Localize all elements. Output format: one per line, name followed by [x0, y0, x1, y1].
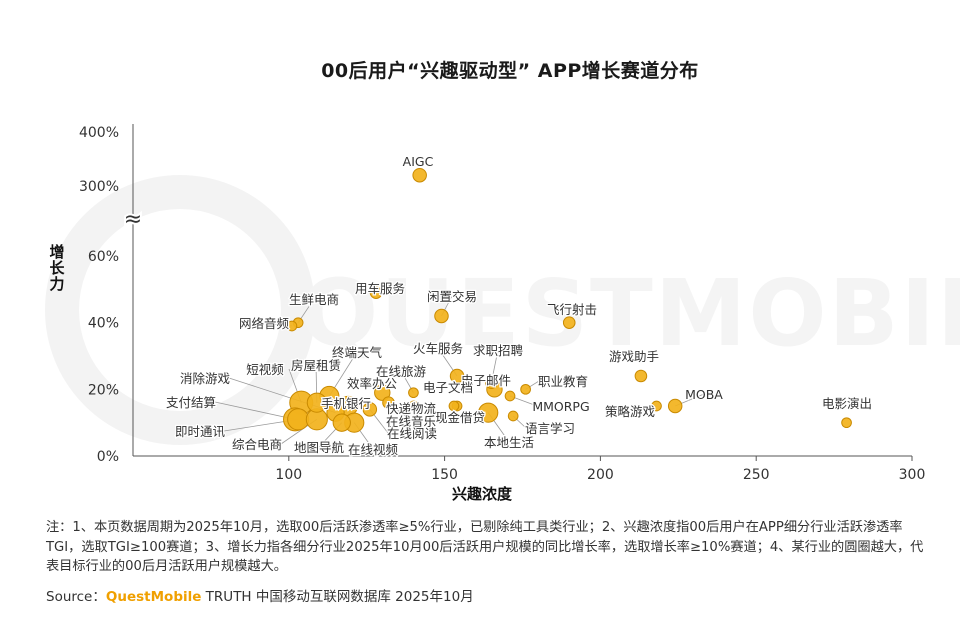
point-label: 求职招聘 [473, 343, 523, 358]
point-label: 本地生活 [484, 435, 534, 450]
point-label: 飞行射击 [547, 302, 597, 317]
x-tick-label: 150 [431, 467, 458, 483]
bubble-现金借贷 [448, 400, 460, 412]
watermark-logo-ring [45, 175, 315, 445]
point-label: 房屋租赁 [291, 358, 341, 373]
point-label: AIGC [403, 154, 434, 169]
x-axis-title: 兴趣浓度 [452, 485, 513, 503]
y-tick-label: 400% [79, 125, 119, 141]
point-label: 游戏助手 [609, 349, 659, 364]
y-axis-title-char: 增 [49, 243, 64, 261]
bubble-效率办公 [374, 384, 391, 401]
point-label: 在线旅游 [376, 364, 427, 379]
point-label: 综合电商 [232, 437, 282, 452]
bubble-AIGC [412, 167, 427, 183]
bubble-策略游戏 [651, 400, 662, 412]
point-label: 效率办公 [347, 376, 398, 391]
bubble-在线音乐 [382, 396, 395, 409]
chart-title: 00后用户“兴趣驱动型” APP增长赛道分布 [321, 60, 699, 82]
point-label: 手机银行 [321, 396, 371, 411]
bubble-飞行射击 [562, 316, 576, 329]
x-tick-label: 200 [587, 467, 614, 483]
bubble-快递物流 [408, 400, 419, 412]
point-label: 策略游戏 [605, 404, 655, 419]
point-label: 网络音频 [239, 316, 290, 331]
point-label: 闲置交易 [427, 289, 477, 304]
bubble-语言学习 [507, 410, 519, 422]
bubble-MMORPG [504, 390, 516, 402]
y-axis-title-char: 力 [49, 275, 64, 293]
point-label: MOBA [685, 387, 723, 402]
y-tick-label: 40% [88, 316, 119, 332]
leader-line [214, 401, 296, 420]
point-label: 生鲜电商 [289, 292, 339, 307]
point-label: 地图导航 [294, 440, 345, 455]
footnote: 注：1、本页数据周期为2025年10月，选取00后活跃渗透率≥5%行业，已剔除纯… [46, 520, 924, 574]
bubble-本地生活 [478, 402, 499, 423]
bubble-MOBA [667, 398, 683, 414]
axes: 100 150 200 250 300 0% 20% 40% 60% 300% 400% ≈ 兴趣浓度 增… [49, 124, 925, 503]
point-label: MMORPG [532, 399, 589, 414]
bubbles [283, 167, 852, 433]
point-label: 火车服务 [413, 341, 463, 356]
point-label: 终端天气 [332, 345, 383, 360]
source-line: Source：QuestMobile TRUTH 中国移动互联网数据库 2025… [46, 585, 474, 605]
source-brand: QuestMobile [105, 589, 202, 605]
bubble-游戏助手 [634, 369, 648, 383]
bubble-电影演出 [841, 417, 852, 429]
bubble-火车服务 [449, 368, 465, 384]
x-tick-label: 100 [275, 467, 302, 483]
watermark-text: QUESTMOBILE [300, 260, 960, 367]
bubble-网络音频 [286, 320, 298, 332]
bubble-闲置交易 [434, 308, 449, 324]
bubble-即时通讯 [287, 408, 310, 431]
point-label: 电子邮件 [461, 373, 511, 388]
point-label: 现金借贷 [435, 410, 485, 425]
point-label: 用车服务 [355, 281, 405, 296]
point-label: 在线音乐 [386, 414, 436, 429]
point-label: 在线视频 [348, 442, 399, 457]
x-tick-label: 250 [743, 467, 770, 483]
watermark: QUESTMOBILE [45, 175, 960, 445]
point-label: 即时通讯 [175, 424, 226, 439]
point-label: 消除游戏 [180, 371, 230, 386]
bubble-地图导航 [332, 413, 351, 432]
point-label: 在线阅读 [387, 426, 437, 441]
bubble-在线阅读 [362, 402, 378, 417]
y-tick-label: 0% [97, 449, 119, 465]
y-tick-label: 300% [79, 179, 119, 195]
point-label: 电影演出 [822, 396, 872, 411]
point-label: 短视频 [246, 362, 284, 377]
bubble-用车服务 [369, 286, 383, 299]
bubble-求职招聘 [485, 376, 498, 389]
x-tick-label: 300 [899, 467, 926, 483]
point-label: 支付结算 [166, 395, 216, 410]
source-suffix: TRUTH 中国移动互联网数据库 2025年10月 [201, 589, 474, 605]
point-label: 快递物流 [386, 401, 437, 416]
bubble-房屋租赁 [306, 392, 327, 413]
y-tick-label: 60% [88, 249, 119, 265]
point-label: 语言学习 [525, 421, 575, 436]
point-label: 电子文档 [423, 380, 473, 395]
y-axis-title-char: 长 [49, 259, 65, 277]
point-label: 职业教育 [538, 374, 588, 389]
y-tick-label: 20% [88, 382, 119, 398]
axis-break-symbol: ≈ [124, 207, 142, 232]
scatter-chart: QUESTMOBILE 100 150 200 250 300 0% 20% 40% 60% 30… [45, 124, 960, 503]
bubble-职业教育 [520, 383, 531, 395]
bubble-在线旅游 [408, 387, 419, 399]
source-prefix: Source： [46, 589, 106, 605]
